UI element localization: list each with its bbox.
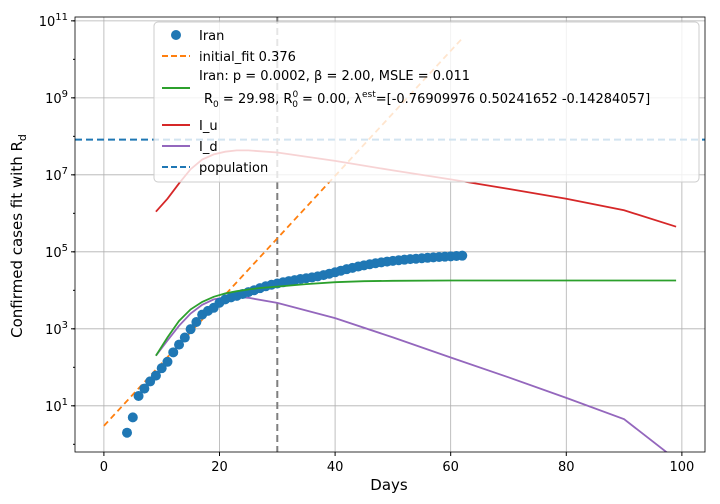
legend-marker-iran [171,30,181,40]
legend-label-i_d: I_d [199,140,218,155]
y-tick-base: 10 [39,15,56,30]
iran-data-point [191,317,202,328]
y-tick-exponent: 11 [55,12,68,23]
axes-frame [74,16,706,453]
iran-data-point [162,356,173,367]
x-axis-label: Days [370,476,408,494]
y-tick-label: 109 [45,89,68,107]
legend-fit-label-line2-sub: 0 [213,100,219,110]
legend-label-fit-line2: R0 = 29.98, R0 0 = 0.00, λest=[-0.7690997… [204,90,650,110]
y-tick-exponent: 3 [62,320,68,331]
iran-data-point [185,324,196,335]
legend-box [153,21,700,183]
legend-fit-label-line2-sub2: 0 [292,100,298,110]
legend-label-iran: Iran [199,29,224,44]
iran-data-point [179,332,190,343]
y-tick-label: 105 [45,243,68,261]
iran-data-point [127,412,138,423]
iran-data-point [139,383,150,394]
y-tick-exponent: 1 [62,397,68,408]
legend-fit-label-line2-sup: 0 [292,90,298,100]
legend-fit-label-line2-mid2: = 0.00, λ [298,92,362,107]
y-axis-label-main: Confirmed cases fit with R [8,141,26,338]
y-tick-base: 10 [45,169,62,184]
x-tick-label: 20 [211,460,228,475]
x-tick-label: 60 [442,460,459,475]
x-tick-label: 0 [100,460,108,475]
y-axis-label-sub: d [16,134,29,141]
y-axis-label: Confirmed cases fit with Rd [8,134,29,338]
initial-fit-line [103,37,463,427]
x-tick-label: 40 [327,460,344,475]
iran-data-point [122,427,133,438]
legend-label-population: population [199,161,268,176]
iran-data-point [150,370,161,381]
legend-label-initial_fit: initial_fit 0.376 [199,50,296,65]
y-tick-label: 101 [45,397,68,415]
y-tick-base: 10 [45,246,62,261]
y-tick-label: 103 [45,320,68,338]
y-tick-exponent: 5 [62,243,68,254]
x-tick-label: 100 [669,460,694,475]
y-tick-base: 10 [45,400,62,415]
legend-fit-label-line2-post: =[-0.76909976 0.50241652 -0.14284057] [376,92,650,107]
y-tick-exponent: 7 [62,166,68,177]
legend-fit-label-line2-sup2: est [362,90,376,100]
y-tick-base: 10 [45,92,62,107]
y-tick-exponent: 9 [62,89,68,100]
iran-data-point [133,390,144,401]
iran-data-point [457,250,468,261]
iran-data-point [156,363,167,374]
y-tick-base: 10 [45,323,62,338]
legend: Iran initial_fit 0.376 Iran: p = 0.0002, β… [153,21,700,183]
y-tick-label: 107 [45,166,68,184]
legend-fit-label-line2-mid: = 29.98, R [219,92,293,107]
x-tick-label: 80 [558,460,575,475]
y-tick-label: 1011 [39,12,68,30]
iran-data-point [168,347,179,358]
iran-data-point [174,339,185,350]
legend-label-i_u: I_u [199,119,218,134]
i-d-line [155,295,668,452]
legend-label-fit-line1: Iran: p = 0.0002, β = 2.00, MSLE = 0.011 [199,69,470,84]
legend-fit-label-line2-pre: R [204,92,213,107]
fit-line [155,279,677,357]
